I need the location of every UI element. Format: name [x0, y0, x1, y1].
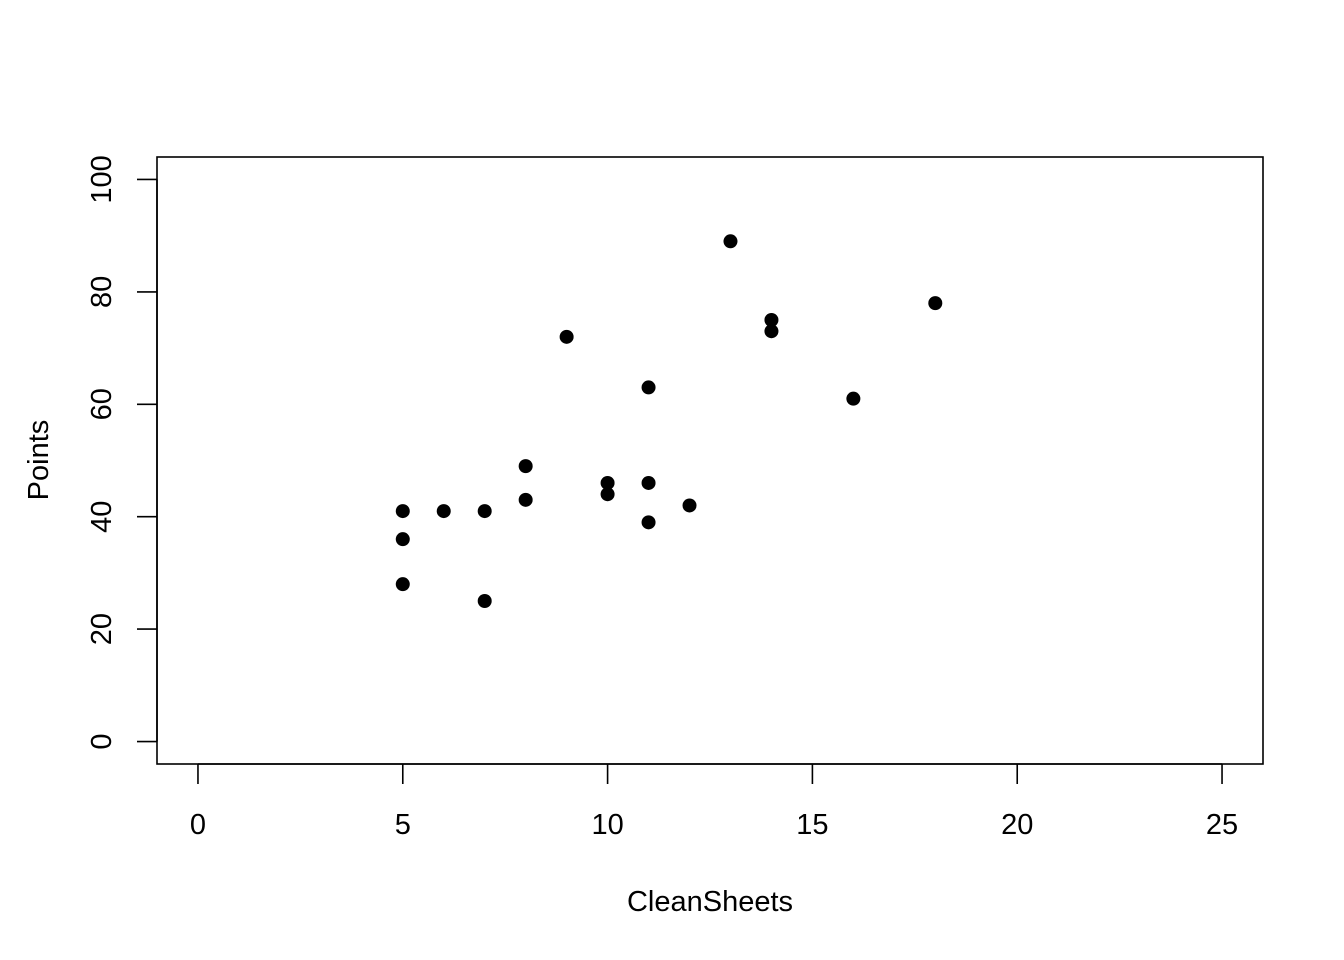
data-point: [600, 475, 615, 490]
data-point: [477, 504, 492, 519]
y-tick-label: 20: [86, 613, 118, 645]
data-point: [764, 324, 779, 339]
x-tick-label: 10: [591, 809, 623, 841]
y-tick-label: 40: [86, 501, 118, 533]
data-point: [436, 504, 451, 519]
x-tick-label: 20: [1001, 809, 1033, 841]
data-point: [723, 234, 738, 249]
x-tick-label: 0: [190, 809, 206, 841]
plot-area-frame: [156, 156, 1264, 765]
x-tick-label: 25: [1206, 809, 1238, 841]
y-tick-label: 60: [86, 388, 118, 420]
data-point: [641, 475, 656, 490]
data-point: [682, 498, 697, 513]
x-axis: 0 5 10 15 20 25: [190, 763, 1238, 841]
y-tick-label: 80: [86, 276, 118, 308]
data-point: [518, 459, 533, 474]
data-point: [600, 487, 615, 502]
data-point: [477, 594, 492, 609]
data-point: [764, 312, 779, 327]
data-points: [395, 234, 943, 609]
y-axis: 0 20 40 60 80 100: [86, 155, 158, 750]
data-point: [395, 577, 410, 592]
x-tick-label: 5: [395, 809, 411, 841]
data-point: [559, 329, 574, 344]
data-point: [395, 504, 410, 519]
data-point: [395, 532, 410, 547]
y-tick-label: 100: [86, 155, 118, 203]
x-tick-label: 15: [796, 809, 828, 841]
data-point: [641, 515, 656, 530]
data-point: [928, 296, 943, 311]
data-point: [518, 492, 533, 507]
data-point: [846, 391, 861, 406]
y-tick-label: 0: [86, 733, 118, 749]
y-axis-title: Points: [23, 420, 55, 501]
data-point: [641, 380, 656, 395]
x-axis-title: CleanSheets: [627, 886, 793, 918]
